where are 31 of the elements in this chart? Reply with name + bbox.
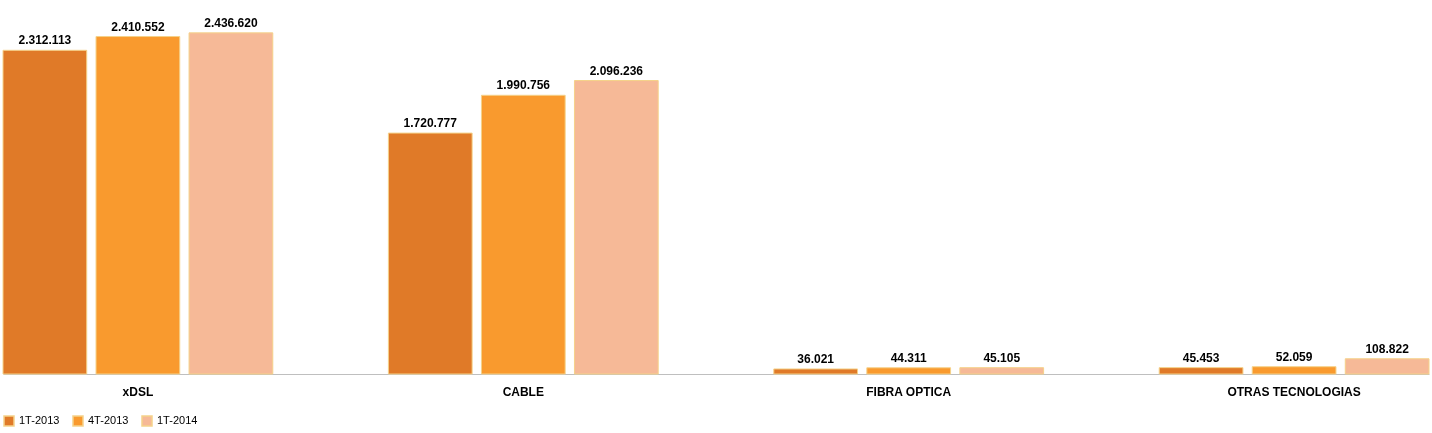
data-label: 1.990.756	[496, 78, 551, 93]
data-label: 2.312.113	[18, 33, 72, 48]
bar	[480, 94, 566, 375]
data-label: 108.822	[1365, 341, 1410, 356]
x-tick-label: FIBRA OPTICA	[866, 384, 952, 399]
bar	[1158, 367, 1244, 375]
x-tick-label: xDSL	[122, 384, 154, 399]
bar	[773, 368, 859, 375]
legend-label: 4T-2013	[88, 414, 129, 426]
data-label: 2.436.620	[204, 15, 258, 30]
bar	[387, 132, 473, 375]
x-tick-label: CABLE	[502, 384, 544, 399]
data-label: 1.720.777	[403, 116, 458, 131]
bar	[1251, 366, 1337, 375]
bar	[1344, 358, 1430, 375]
bar	[866, 367, 952, 375]
data-label: 2.410.552	[111, 19, 165, 34]
bar	[959, 367, 1045, 375]
data-label: 52.059	[1275, 349, 1313, 364]
bar	[573, 80, 659, 375]
legend-label: 1T-2014	[157, 414, 198, 426]
x-tick-label: OTRAS TECNOLOGIAS	[1227, 384, 1361, 399]
bar	[95, 36, 181, 375]
data-label: 44.311	[890, 350, 928, 365]
data-label: 45.453	[1182, 350, 1220, 365]
data-label: 2.096.236	[589, 63, 644, 78]
bar	[188, 32, 274, 375]
legend-label: 1T-2013	[19, 414, 60, 426]
data-label: 36.021	[797, 351, 835, 366]
bar	[2, 49, 88, 375]
data-label: 45.105	[983, 350, 1021, 365]
